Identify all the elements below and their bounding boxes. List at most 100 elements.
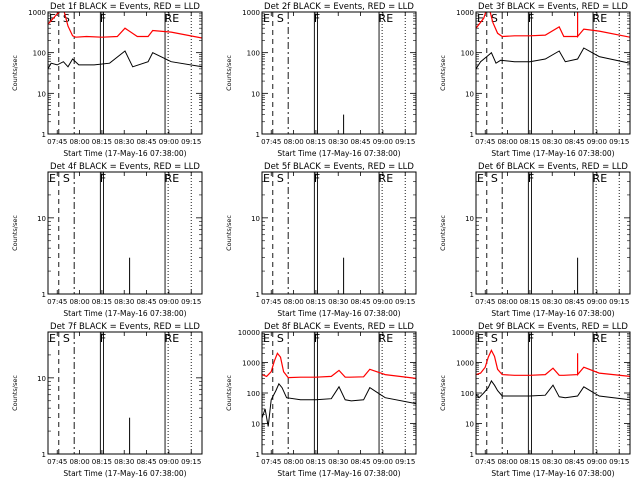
x-tick-label: 07:45 <box>47 138 67 146</box>
events-series-line <box>48 50 202 70</box>
x-tick-label: 09:15 <box>395 458 415 466</box>
panel-title: Det 5f BLACK = Events, RED = LLD <box>264 162 414 172</box>
time-marker-letter: S <box>491 172 498 185</box>
time-marker-letter: E <box>477 172 484 185</box>
x-tick-label: 08:30 <box>328 138 348 146</box>
x-tick-label: 09:15 <box>609 298 629 306</box>
x-tick-label: 08:00 <box>69 298 89 306</box>
y-axis-label: Counts/sec <box>225 55 233 91</box>
x-tick-label: 08:45 <box>564 458 584 466</box>
y-tick-label: 1 <box>42 131 46 139</box>
x-tick-label: 09:00 <box>587 138 607 146</box>
x-tick-label: 08:30 <box>542 458 562 466</box>
y-tick-label: 1000 <box>28 9 46 17</box>
time-marker-letter: E <box>172 332 179 345</box>
y-tick-label: 100 <box>247 390 260 398</box>
y-tick-label: 100 <box>461 50 474 58</box>
time-marker-letter: F <box>314 12 320 25</box>
x-tick-label: 08:30 <box>114 298 134 306</box>
x-tick-label: 09:00 <box>373 298 393 306</box>
x-tick-label: 09:15 <box>395 138 415 146</box>
x-tick-label: 08:00 <box>497 298 517 306</box>
time-marker-letter: S <box>277 172 284 185</box>
events-series-line <box>476 379 630 401</box>
lld-series-line <box>262 352 416 379</box>
time-marker-letter: S <box>491 12 498 25</box>
x-axis-label: Start Time (17-May-16 07:38:00) <box>491 309 614 318</box>
time-marker-letter: E <box>263 172 270 185</box>
plot-frame <box>261 171 417 295</box>
detector-panel-3: Det 3f BLACK = Events, RED = LLD Counts/s… <box>439 2 631 158</box>
x-tick-label: 09:00 <box>159 138 179 146</box>
y-tick-label: 1 <box>256 451 260 459</box>
events-series-line <box>262 382 416 427</box>
x-tick-label: 07:45 <box>261 298 281 306</box>
detector-panel-4: Det 4f BLACK = Events, RED = LLD Counts/s… <box>11 162 203 318</box>
x-tick-label: 09:15 <box>181 138 201 146</box>
x-axis-label: Start Time (17-May-16 07:38:00) <box>63 149 186 158</box>
y-tick-label: 10 <box>37 90 46 98</box>
y-axis-label: Counts/sec <box>439 215 447 251</box>
x-tick-label: 08:30 <box>114 138 134 146</box>
events-series-line <box>476 47 630 70</box>
y-tick-label: 100 <box>33 50 46 58</box>
y-tick-label: 10 <box>251 421 260 429</box>
plot-frame <box>475 171 631 295</box>
time-marker-letter: F <box>528 172 534 185</box>
x-axis-label: Start Time (17-May-16 07:38:00) <box>491 149 614 158</box>
y-tick-label: 10 <box>251 215 260 223</box>
x-tick-label: 09:00 <box>159 298 179 306</box>
detector-panel-1: Det 1f BLACK = Events, RED = LLD Counts/s… <box>11 2 203 158</box>
time-marker-letter: S <box>63 172 70 185</box>
y-axis-label: Counts/sec <box>225 375 233 411</box>
y-tick-label: 1 <box>42 451 46 459</box>
x-tick-label: 08:30 <box>114 458 134 466</box>
x-tick-label: 07:45 <box>261 138 281 146</box>
time-marker-letter: F <box>314 172 320 185</box>
time-marker-letter: E <box>600 332 607 345</box>
x-tick-label: 07:45 <box>475 458 495 466</box>
panel-title: Det 3f BLACK = Events, RED = LLD <box>478 2 628 12</box>
y-tick-label: 1 <box>470 131 474 139</box>
x-axis-label: Start Time (17-May-16 07:38:00) <box>63 309 186 318</box>
x-tick-label: 08:00 <box>283 298 303 306</box>
detector-panel-9: Det 9f BLACK = Events, RED = LLD Counts/s… <box>439 322 631 478</box>
x-tick-label: 08:00 <box>497 138 517 146</box>
time-marker-letter: E <box>172 172 179 185</box>
panel-title: Det 1f BLACK = Events, RED = LLD <box>50 2 200 12</box>
y-tick-label: 10 <box>251 90 260 98</box>
x-tick-label: 08:15 <box>306 458 326 466</box>
x-tick-label: 07:45 <box>47 458 67 466</box>
panel-title: Det 7f BLACK = Events, RED = LLD <box>50 322 200 332</box>
time-marker-letter: F <box>100 172 106 185</box>
panel-title: Det 6f BLACK = Events, RED = LLD <box>478 162 628 172</box>
detector-panel-7: Det 7f BLACK = Events, RED = LLD Counts/s… <box>11 322 203 478</box>
time-marker-letter: S <box>63 332 70 345</box>
x-tick-label: 09:15 <box>609 458 629 466</box>
time-marker-letter: S <box>277 12 284 25</box>
x-tick-label: 08:45 <box>350 138 370 146</box>
panel-title: Det 2f BLACK = Events, RED = LLD <box>264 2 414 12</box>
x-tick-label: 08:30 <box>328 458 348 466</box>
y-tick-label: 10000 <box>452 329 474 337</box>
plot-frame <box>261 331 417 455</box>
x-tick-label: 07:45 <box>475 138 495 146</box>
x-tick-label: 08:00 <box>69 138 89 146</box>
x-tick-label: 08:15 <box>306 138 326 146</box>
time-marker-letter: E <box>263 332 270 345</box>
y-tick-label: 1000 <box>456 360 474 368</box>
time-marker-letter: S <box>491 332 498 345</box>
time-marker-letter: F <box>528 332 534 345</box>
time-marker-letter: E <box>386 172 393 185</box>
panel-title: Det 8f BLACK = Events, RED = LLD <box>264 322 414 332</box>
time-marker-letter: E <box>477 332 484 345</box>
y-axis-label: Counts/sec <box>11 55 19 91</box>
time-marker-letter: E <box>386 12 393 25</box>
x-tick-label: 09:15 <box>395 298 415 306</box>
x-axis-label: Start Time (17-May-16 07:38:00) <box>277 149 400 158</box>
time-marker-letter: E <box>477 12 484 25</box>
x-axis-label: Start Time (17-May-16 07:38:00) <box>277 309 400 318</box>
x-tick-label: 09:15 <box>181 458 201 466</box>
plot-frame <box>261 11 417 135</box>
x-tick-label: 08:30 <box>542 298 562 306</box>
